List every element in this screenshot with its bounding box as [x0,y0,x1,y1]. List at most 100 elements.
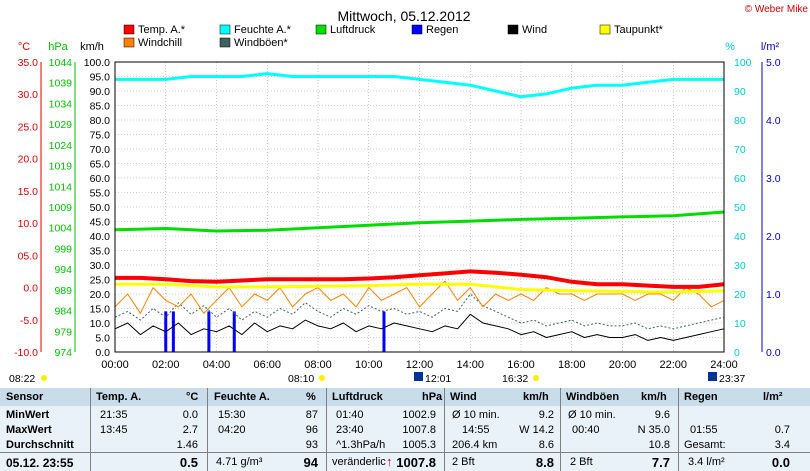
row-current-wind: 8.8 [535,455,554,470]
tick-label-humidity: 80 [734,115,746,127]
tick-label-time: 14:00 [456,359,484,371]
tick-label-time: 10:00 [355,359,383,371]
statistics-table: Sensor Temp. A. °C Feuchte A. % Luftdruc… [0,388,810,471]
row-max-rain-time: 01:55 [690,424,718,436]
row-avg-wind-value: 8.6 [538,439,554,451]
series-line-feuchte-a [115,72,724,99]
legend-swatch [315,24,327,35]
tick-label-wind: 100.0 [84,57,110,69]
tick-label-time: 12:00 [406,359,434,371]
tick-label-pressure: 984 [54,306,72,318]
row-min-hum-time: 15:30 [218,409,246,421]
column-divider [444,388,445,471]
row-min-wind-value: 9.2 [538,409,554,421]
tick-label-wind: 65.0 [90,159,111,171]
tick-label-humidity: 70 [734,144,746,156]
row-avg-pres-trend: ^1.3hPa/h [336,439,386,451]
legend-swatch [123,37,135,48]
tick-label-rain: 1.0 [766,289,781,301]
tick-label-pressure: 974 [54,347,72,359]
tick-label-wind: 35.0 [90,246,111,258]
legend-swatch [599,24,611,35]
col-humidity-unit: % [306,391,316,403]
row-avg-temp-value: 1.46 [176,439,198,451]
series-line-windchill [114,280,725,314]
tick-label-wind: 90.0 [90,86,111,98]
table-header-row [0,388,810,406]
row-current-temp: 0.5 [179,455,198,470]
tick-label-pressure: 1009 [49,202,73,214]
legend-label: Feuchte A.* [234,24,292,36]
sunrise-time: 08:10 [288,373,314,385]
tick-label-wind: 60.0 [90,173,111,185]
row-max-gust-time: 00:40 [572,424,600,436]
series-line-luftdruck [114,210,725,233]
tick-label-wind: 75.0 [90,130,111,142]
marker-left-time: 08:22 [9,373,35,385]
tick-label-time: 04:00 [203,359,231,371]
tick-label-temp: 20.0 [18,154,39,166]
row-current-wind-bft: 2 Bft [452,456,475,468]
tick-label-wind: 15.0 [90,304,111,316]
row-min-pres-value: 1002.9 [402,409,436,421]
row-avg-hum-value: 93 [305,439,318,451]
rain-bar [207,311,211,352]
rain-bar [382,311,386,352]
row-min-gust-note: Ø 10 min. [568,409,616,421]
tick-label-wind: 0.0 [95,347,110,359]
col-rain-title: Regen [684,391,718,403]
row-current-rain-total: 3.4 l/m² [688,456,725,468]
row-max-rain-value: 0.7 [774,424,790,436]
pressure-rising-arrow-icon: ↑ [386,454,393,469]
moonset-time: 23:37 [719,373,745,385]
sun-icon [41,375,47,381]
legend-label: Temp. A.* [138,24,186,36]
tick-label-rain: 5.0 [766,57,781,69]
row-min-hum-value: 87 [305,409,318,421]
legend-label: Regen [426,24,458,36]
series-line-temp-a [115,269,725,289]
tick-label-humidity: 20 [734,289,746,301]
row-current-rain: 0.0 [771,455,790,470]
row-current-timestamp: 05.12. 23:55 [6,456,74,470]
tick-label-time: 08:00 [304,359,332,371]
legend-label: Windchill [138,37,182,49]
row-max-pres-value: 1007.8 [402,424,436,436]
row-avg-pres-value: 1005.3 [402,439,436,451]
moonrise-time: 12:01 [425,373,451,385]
col-rain-unit: l/m² [763,391,783,403]
tick-label-pressure: 1039 [49,78,73,90]
series-line-wind [114,313,725,341]
chart-title: Mittwoch, 05.12.2012 [337,8,470,24]
row-avg-rain-total-value: 3.4 [774,439,790,451]
tick-label-rain: 3.0 [766,173,781,185]
tick-label-temp: 15.0 [18,186,39,198]
axis-unit-humidity: % [725,41,735,53]
plot-frame [114,61,725,353]
tick-label-humidity: 30 [734,260,746,272]
tick-label-humidity: 10 [734,318,746,330]
tick-label-rain: 4.0 [766,115,781,127]
tick-label-wind: 45.0 [90,217,111,229]
tick-label-pressure: 979 [54,326,72,338]
tick-label-pressure: 1034 [49,98,73,110]
tick-label-wind: 95.0 [90,72,111,84]
tick-label-temp: 25.0 [18,121,39,133]
col-gust-unit: km/h [641,391,667,403]
row-max-label: MaxWert [6,424,52,436]
tick-label-time: 22:00 [659,359,687,371]
row-min-temp-value: 0.0 [182,409,198,421]
tick-label-rain: 2.0 [766,231,781,243]
tick-label-humidity: 90 [734,86,746,98]
col-wind-title: Wind [450,391,477,403]
tick-label-time: 24:00 [710,359,738,371]
tick-label-pressure: 994 [54,264,72,276]
col-sensor-title: Sensor [6,391,44,403]
tick-label-wind: 25.0 [90,275,111,287]
row-current-abs-humidity: 4.71 g/m³ [216,456,263,468]
tick-label-wind: 10.0 [90,318,111,330]
tick-label-time: 20:00 [609,359,637,371]
tick-label-pressure: 1024 [49,140,73,152]
tick-label-wind: 85.0 [90,101,111,113]
legend-swatch [123,24,135,35]
